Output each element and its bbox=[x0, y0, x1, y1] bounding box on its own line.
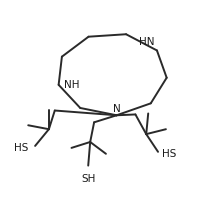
Text: HS: HS bbox=[162, 149, 176, 159]
Text: SH: SH bbox=[81, 174, 95, 184]
Text: HN: HN bbox=[139, 37, 155, 47]
Text: NH: NH bbox=[64, 80, 79, 90]
Text: N: N bbox=[113, 104, 120, 114]
Text: HS: HS bbox=[14, 143, 28, 153]
